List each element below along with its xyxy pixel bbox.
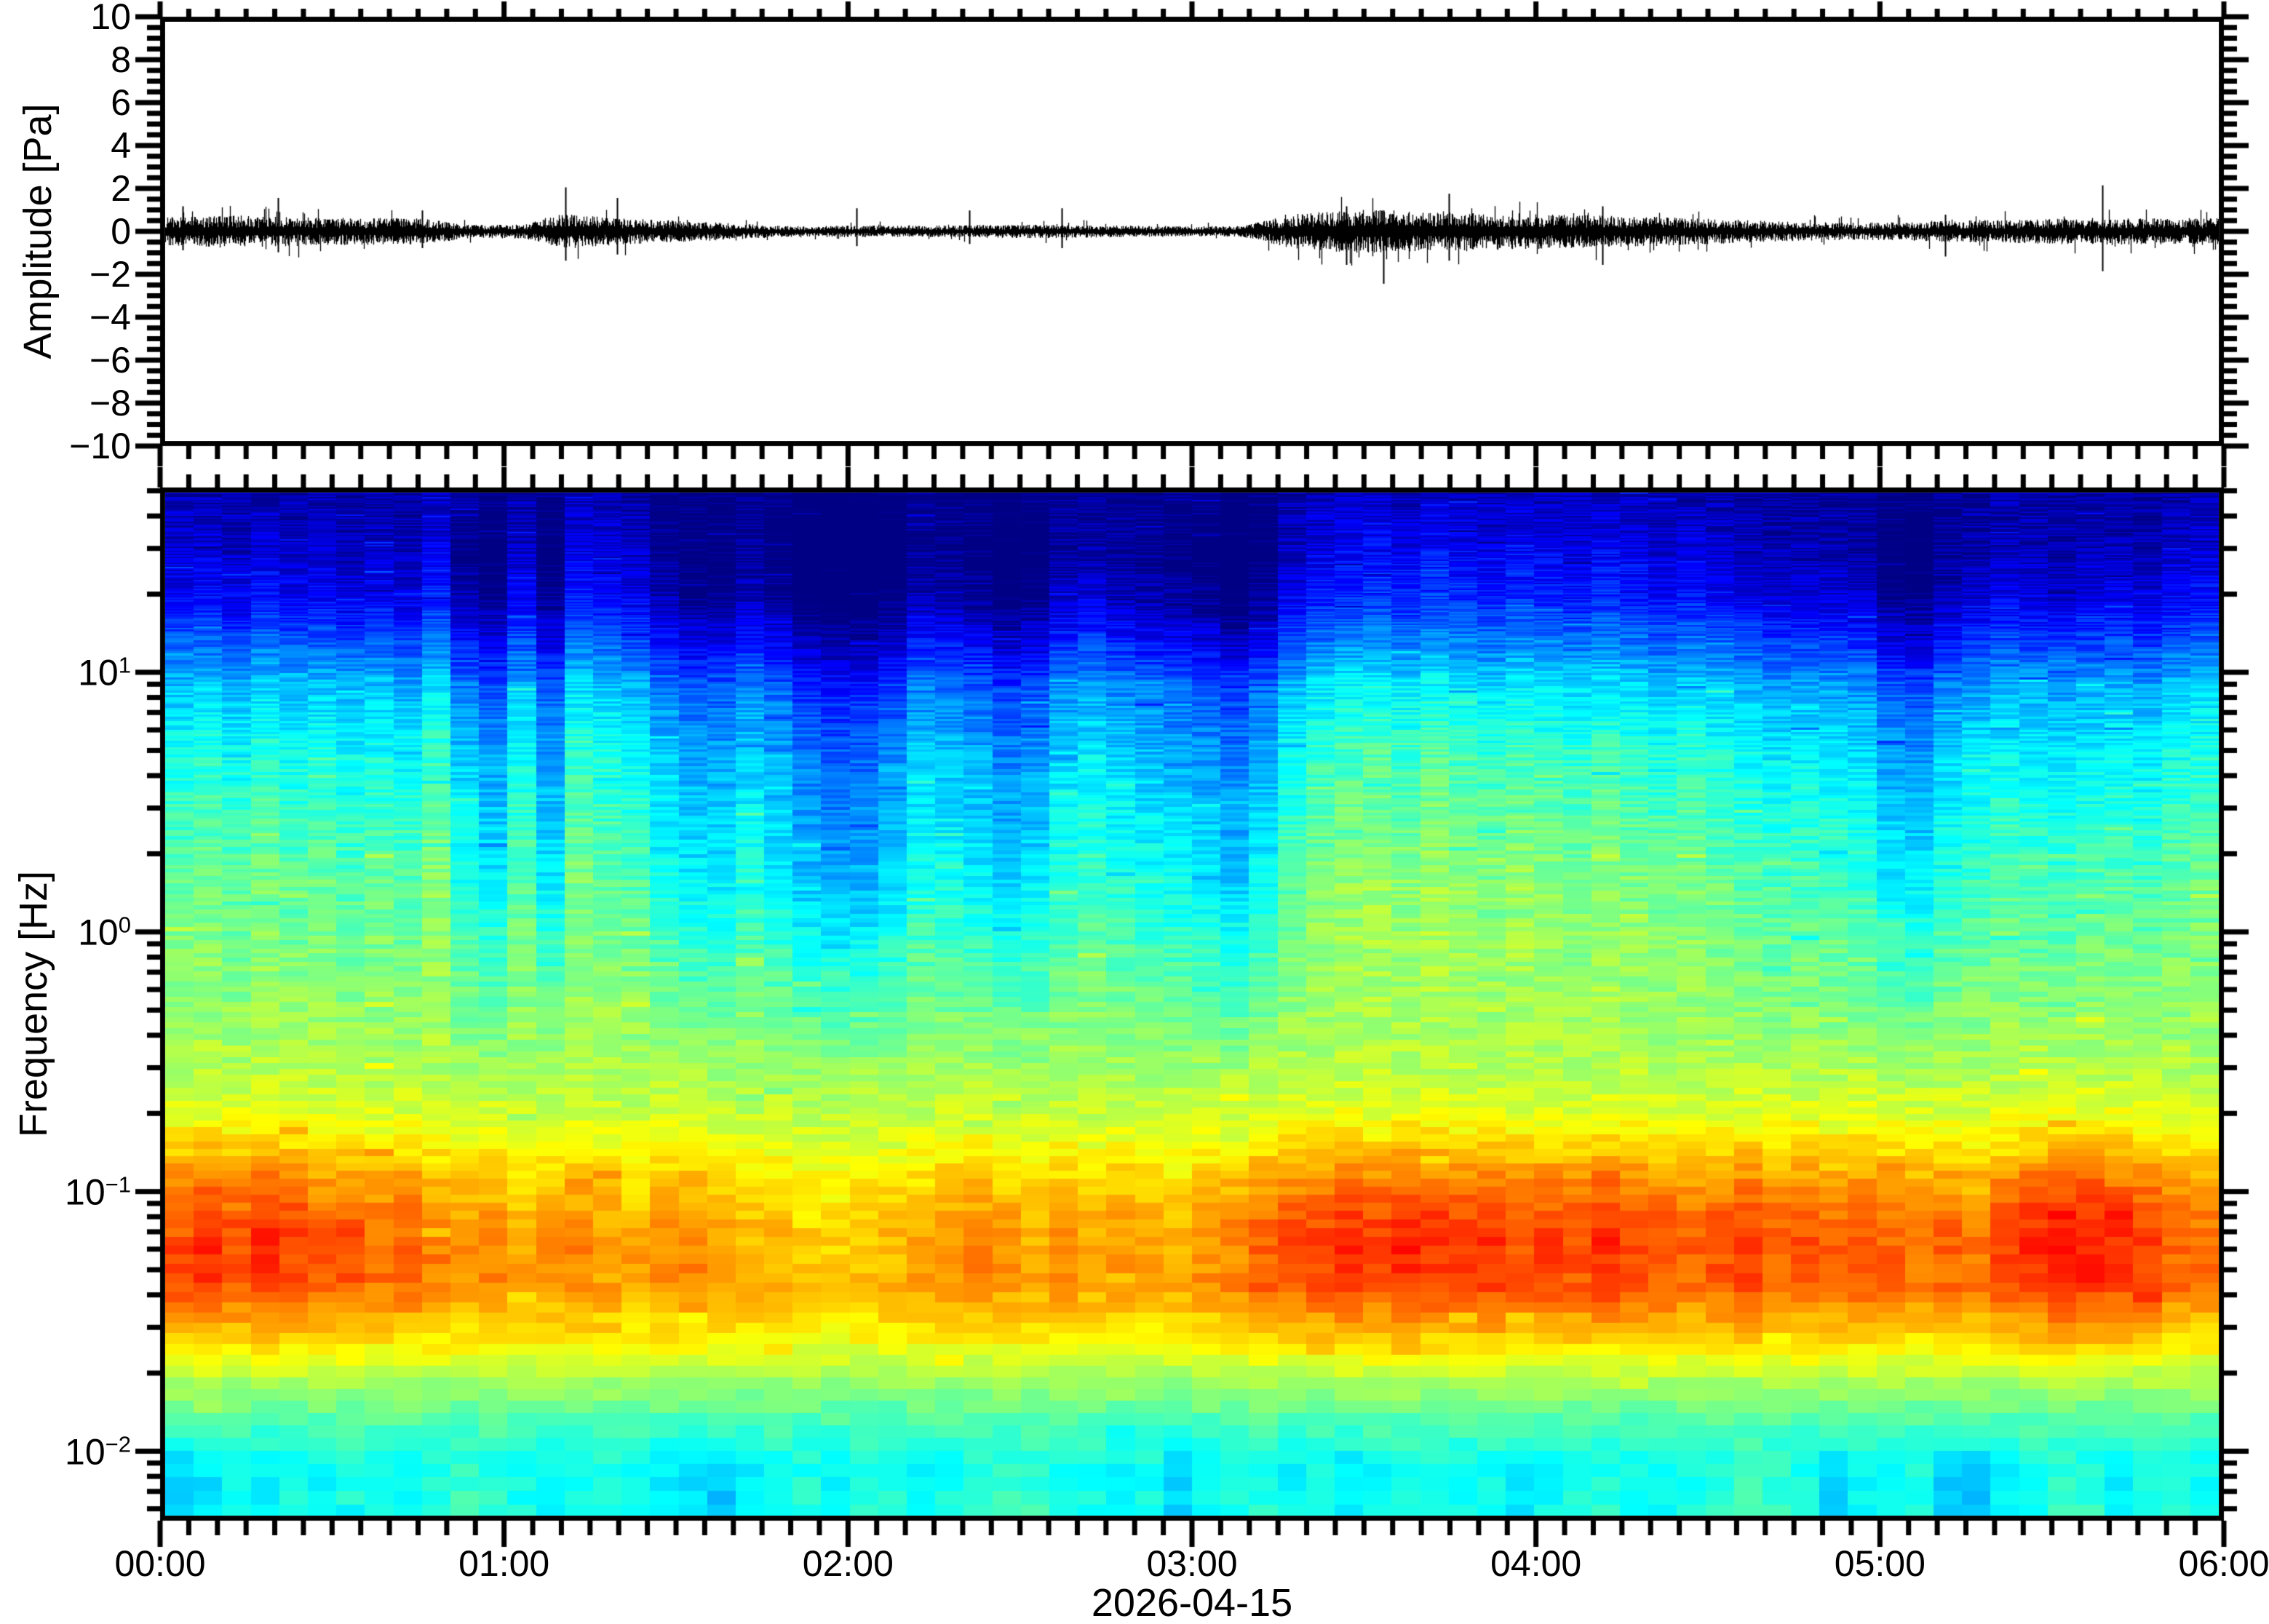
amplitude-tick-label: 0 [111,211,131,252]
amplitude-tick-label: −8 [89,383,131,423]
spectrogram-panel [165,493,2219,1516]
amplitude-tick-label: −6 [89,340,131,381]
time-tick-label: 06:00 [2178,1543,2269,1584]
amplitude-tick-label: −4 [89,297,131,338]
amplitude-tick-label: 6 [111,82,131,123]
time-tick-label: 05:00 [1834,1543,1926,1584]
frequency-axis-label: Frequency [Hz] [12,870,55,1138]
time-tick-label: 01:00 [458,1543,550,1584]
frequency-tick-label: 10−2 [65,1430,131,1473]
time-tick-label: 00:00 [114,1543,206,1584]
amplitude-tick-label: 2 [111,168,131,209]
amplitude-tick-label: −10 [69,426,131,466]
amplitude-tick-label: 8 [111,39,131,80]
amplitude-tick-label: 4 [111,125,131,166]
frequency-tick-label: 100 [78,912,131,953]
frequency-tick-label: 101 [78,652,131,693]
time-tick-label: 03:00 [1146,1543,1238,1584]
date-label: 2026-04-15 [1091,1581,1293,1624]
waveform-panel [165,22,2219,441]
time-tick-label: 04:00 [1490,1543,1582,1584]
amplitude-axis-label: Amplitude [Pa] [16,103,60,359]
amplitude-tick-label: 10 [90,0,131,37]
frequency-tick-label: 10−1 [65,1171,131,1213]
amplitude-tick-label: −2 [89,254,131,295]
time-tick-label: 02:00 [802,1543,894,1584]
